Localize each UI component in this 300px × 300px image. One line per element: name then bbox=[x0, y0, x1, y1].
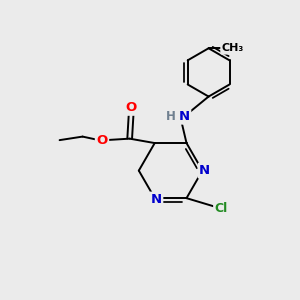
Text: CH₃: CH₃ bbox=[222, 43, 244, 53]
Text: N: N bbox=[178, 110, 190, 123]
Text: O: O bbox=[96, 134, 108, 147]
Text: N: N bbox=[199, 164, 210, 177]
Text: N: N bbox=[151, 193, 162, 206]
Text: H: H bbox=[166, 110, 176, 123]
Text: Cl: Cl bbox=[214, 202, 228, 215]
Text: O: O bbox=[125, 101, 137, 114]
